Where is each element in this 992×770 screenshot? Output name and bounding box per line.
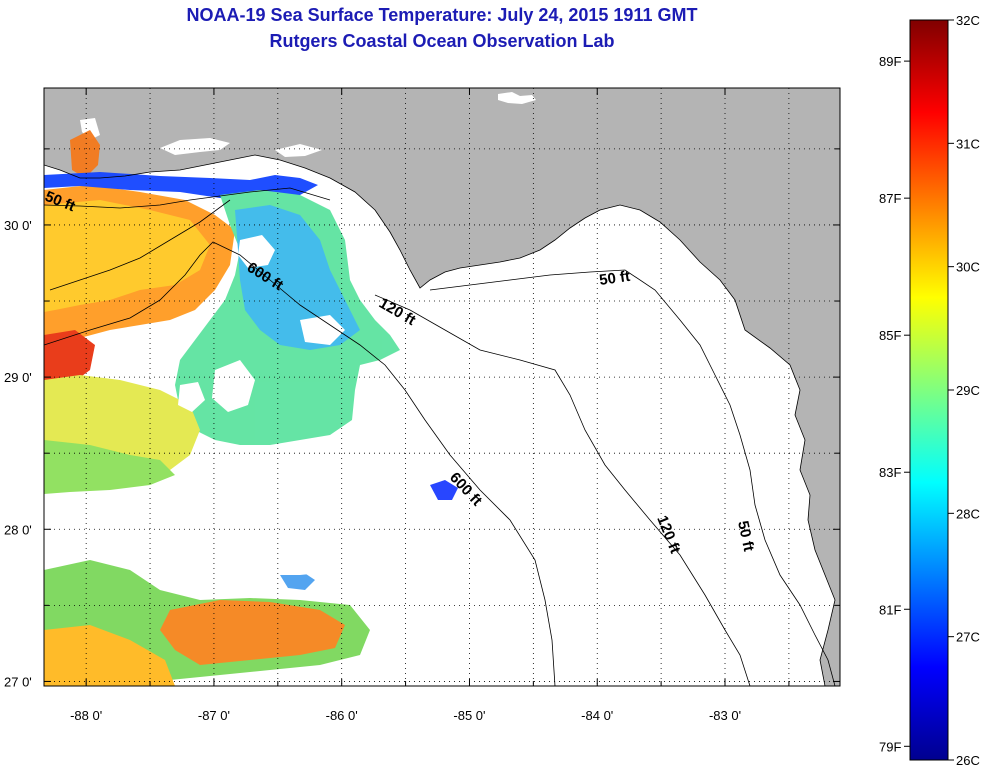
lon-tick-label: -88 0' xyxy=(70,708,102,723)
depth-contour-600ft xyxy=(44,241,556,686)
sst-data xyxy=(44,130,458,686)
inland-water xyxy=(275,144,322,157)
depth-contour-50ft-west xyxy=(44,187,331,209)
lat-tick-label: 27 0' xyxy=(4,674,32,689)
map-frame xyxy=(43,87,841,687)
cloud-gaps xyxy=(44,235,350,575)
axis-ticks xyxy=(44,88,840,686)
colorbar-celsius-label: 29C xyxy=(956,383,980,398)
land-mass xyxy=(44,88,840,686)
depth-contour-120ft xyxy=(49,199,751,686)
colorbar-fahrenheit-label: 87F xyxy=(879,191,901,206)
lon-tick-label: -84 0' xyxy=(581,708,613,723)
lon-tick-label: -83 0' xyxy=(709,708,741,723)
coastline xyxy=(44,154,836,686)
map-subtitle: Rutgers Coastal Ocean Observation Lab xyxy=(269,31,615,51)
inland-water xyxy=(498,92,536,104)
lon-tick-label: -87 0' xyxy=(198,708,230,723)
lat-tick-label: 30 0' xyxy=(4,218,32,233)
map-title: NOAA-19 Sea Surface Temperature: July 24… xyxy=(186,5,698,25)
inland-water xyxy=(160,138,230,155)
contour-label-50ft-south: 50 ft xyxy=(734,519,757,553)
depth-contour-50ft-east xyxy=(429,269,836,686)
lat-tick-label: 29 0' xyxy=(4,370,32,385)
lat-tick-label: 28 0' xyxy=(4,522,32,537)
colorbar-fahrenheit-label: 79F xyxy=(879,739,901,754)
colorbar-celsius-label: 27C xyxy=(956,630,980,645)
colorbar-fahrenheit-label: 89F xyxy=(879,54,901,69)
lon-tick-label: -86 0' xyxy=(326,708,358,723)
colorbar-celsius-label: 26C xyxy=(956,753,980,768)
colorbar-fahrenheit-label: 83F xyxy=(879,465,901,480)
colorbar-fahrenheit-label: 85F xyxy=(879,328,901,343)
colorbar-ticks xyxy=(904,19,954,761)
colorbar-celsius-label: 30C xyxy=(956,260,980,275)
lon-tick-label: -85 0' xyxy=(453,708,485,723)
colorbar xyxy=(909,19,949,761)
contour-label-50ft-bigbend: 50 ft xyxy=(598,268,631,289)
colorbar-fahrenheit-label: 81F xyxy=(879,602,901,617)
colorbar-celsius-label: 32C xyxy=(956,13,980,28)
colorbar-celsius-label: 31C xyxy=(956,136,980,151)
colorbar-celsius-label: 28C xyxy=(956,506,980,521)
